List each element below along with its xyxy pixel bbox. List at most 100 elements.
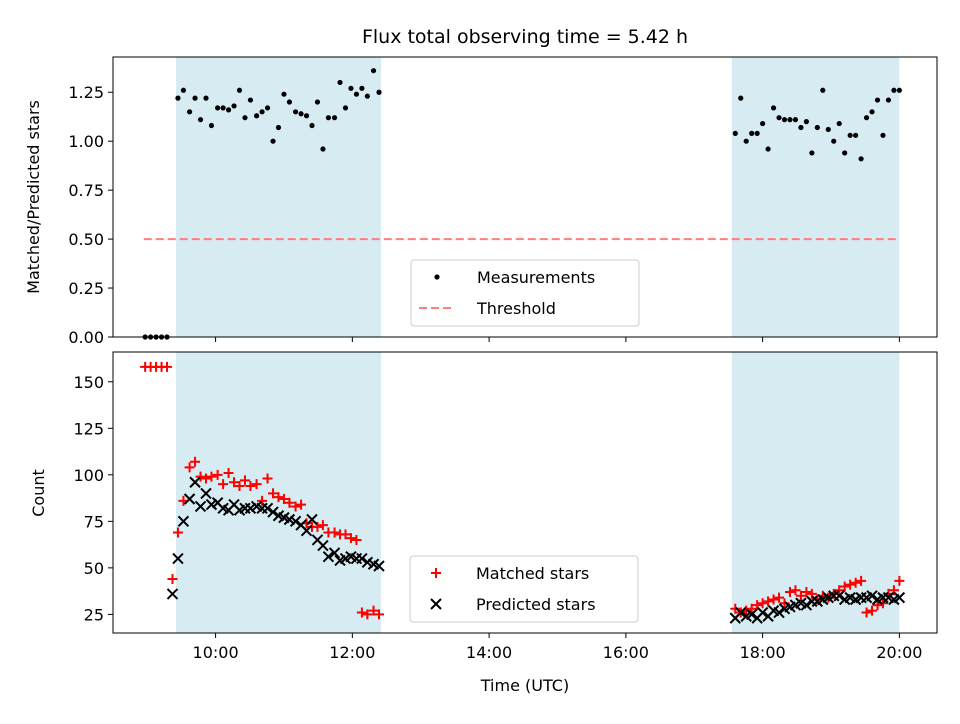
data-point [262, 473, 273, 484]
data-point [234, 480, 245, 491]
plot-frame [112, 351, 938, 634]
data-point [167, 574, 178, 585]
data-point [735, 606, 747, 619]
data-point [259, 109, 265, 115]
data-point [184, 462, 195, 473]
data-point [337, 79, 343, 86]
legend-marker [431, 568, 441, 578]
legend: Matched stars Predicted stars [409, 555, 639, 623]
data-point [298, 111, 304, 117]
data-point [359, 85, 365, 91]
series-predicted-stars [166, 476, 906, 624]
data-point [303, 113, 310, 119]
data-point [765, 146, 771, 152]
data-point [206, 471, 217, 482]
data-point [833, 590, 845, 602]
legend-label: Threshold [476, 299, 556, 318]
data-point [776, 115, 782, 121]
data-point [749, 130, 755, 136]
data-point [874, 97, 881, 103]
y-tick-label: 150 [73, 373, 104, 392]
data-point [328, 547, 341, 559]
data-point [825, 126, 831, 133]
y-tick-label: 0.25 [68, 279, 104, 298]
data-point [768, 594, 779, 605]
y-tick-label: 0.75 [68, 181, 104, 200]
y-tick-label: 100 [73, 466, 104, 485]
data-point [247, 97, 254, 103]
data-point [845, 579, 856, 590]
bottom-y-axis-label: Count [29, 469, 48, 517]
data-point [814, 124, 820, 131]
data-point [166, 588, 179, 600]
data-point [177, 515, 190, 528]
data-point [866, 590, 878, 602]
data-point [286, 99, 293, 105]
data-point [858, 156, 864, 162]
data-point [292, 109, 299, 115]
data-point [322, 550, 335, 563]
data-point [351, 534, 362, 545]
x-tick-label: 12:00 [329, 643, 375, 662]
x-tick-label: 10:00 [193, 643, 239, 662]
data-point [368, 605, 379, 616]
data-point [373, 560, 385, 572]
legend-marker [430, 598, 442, 610]
data-point [200, 473, 211, 484]
data-point [809, 150, 815, 156]
data-point [779, 598, 790, 609]
data-point [231, 103, 237, 109]
data-point [839, 581, 850, 592]
data-point [218, 479, 229, 490]
data-point [325, 115, 332, 121]
data-point [172, 552, 184, 565]
series-measurements [142, 68, 902, 340]
data-point [340, 529, 351, 540]
data-point [172, 527, 183, 538]
data-point [880, 132, 886, 138]
data-point [186, 109, 193, 115]
y-tick-label: 1.00 [68, 132, 104, 151]
data-point [200, 487, 212, 500]
data-point [180, 87, 187, 93]
data-point [192, 95, 198, 101]
data-point [836, 120, 842, 127]
data-point [175, 95, 181, 101]
x-tick-label: 20:00 [876, 643, 922, 662]
observing-window [175, 57, 382, 337]
y-tick-label: 125 [73, 419, 104, 438]
data-point [801, 587, 812, 598]
y-tick-label: 0.50 [68, 230, 104, 249]
data-point [891, 87, 897, 93]
y-tick-label: 25 [84, 605, 104, 624]
data-point [831, 138, 837, 144]
y-tick-label: 50 [84, 559, 104, 578]
data-point [356, 552, 368, 565]
data-point [356, 607, 367, 618]
series-matched-stars [140, 361, 905, 620]
data-point [763, 596, 774, 607]
x-tick-label: 14:00 [466, 643, 512, 662]
data-point [362, 609, 373, 620]
data-point [896, 87, 902, 93]
data-point [348, 85, 354, 91]
data-point [867, 605, 878, 616]
data-point [834, 585, 845, 596]
data-point [194, 500, 207, 513]
data-point [306, 513, 318, 526]
data-point [894, 575, 905, 586]
data-point [856, 575, 867, 586]
data-point [877, 598, 888, 609]
data-point [760, 120, 766, 127]
data-point [743, 138, 749, 144]
data-point [331, 115, 338, 121]
data-point [842, 150, 848, 156]
data-point [215, 105, 221, 111]
data-point [795, 590, 806, 601]
data-point [317, 539, 329, 552]
data-point [732, 130, 738, 136]
data-point [820, 87, 826, 93]
data-point [773, 606, 785, 619]
legend-label: Predicted stars [476, 595, 596, 614]
